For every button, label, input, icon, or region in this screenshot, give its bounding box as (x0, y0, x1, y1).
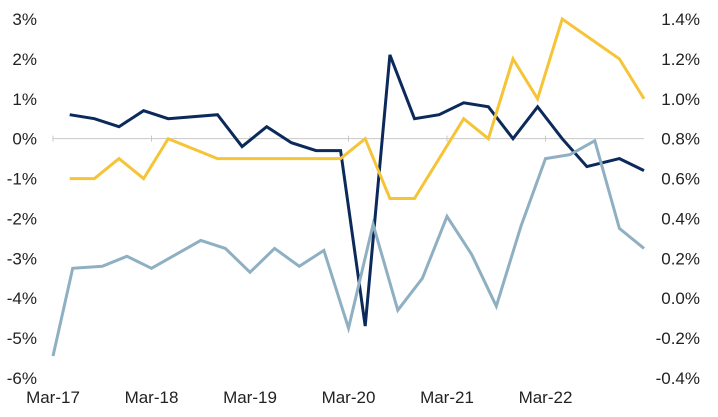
y-left-tick-label: -6% (7, 369, 37, 388)
y-left-tick-label: -1% (7, 170, 37, 189)
y-left-tick-label: -3% (7, 249, 37, 268)
y-left-tick-label: 0% (12, 130, 37, 149)
y-right-tick-label: 1.0% (661, 90, 700, 109)
y-right-tick-label: 0.6% (661, 170, 700, 189)
x-tick-label: Mar-18 (125, 388, 179, 407)
y-left-tick-label: 3% (12, 10, 37, 29)
y-right-tick-label: 1.2% (661, 50, 700, 69)
y-left-tick-label: -5% (7, 329, 37, 348)
y-left-tick-label: -4% (7, 289, 37, 308)
series-line-1 (69, 54, 645, 327)
y-right-tick-label: 0.8% (661, 130, 700, 149)
series-line-2 (69, 16, 646, 200)
x-tick-label: Mar-22 (519, 388, 573, 407)
x-tick-label: Mar-19 (223, 388, 277, 407)
y-right-tick-label: -0.4% (656, 369, 700, 388)
y-right-tick-label: 0.2% (661, 249, 700, 268)
y-right-tick-label: 1.4% (661, 10, 700, 29)
y-left-tick-label: 2% (12, 50, 37, 69)
series-line-3 (51, 138, 645, 357)
y-right-tick-label: 0.4% (661, 209, 700, 228)
x-tick-label: Mar-21 (420, 388, 474, 407)
y-right-tick-label: -0.2% (656, 329, 700, 348)
x-tick-label: Mar-17 (26, 388, 80, 407)
x-tick-label: Mar-20 (322, 388, 376, 407)
y-left-tick-label: -2% (7, 209, 37, 228)
y-left-tick-label: 1% (12, 90, 37, 109)
y-right-tick-label: 0.0% (661, 289, 700, 308)
